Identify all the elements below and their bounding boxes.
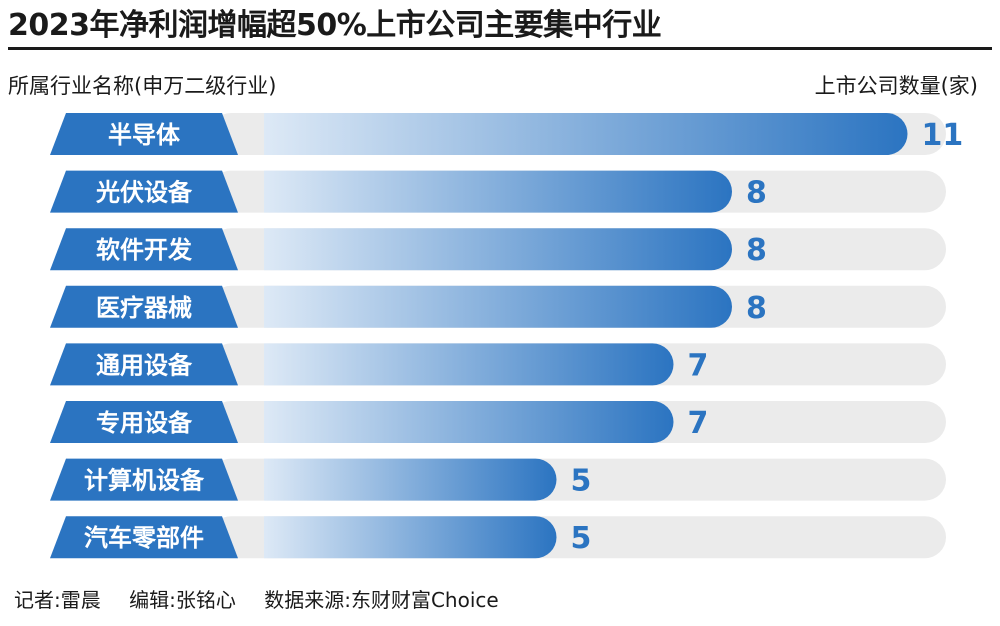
editor-credit: 编辑:张铭心: [129, 588, 236, 612]
bar-row: 汽车零部件 5: [50, 516, 946, 559]
category-label: 通用设备: [96, 351, 193, 379]
category-label-bg: [50, 458, 238, 501]
category-label: 汽车零部件: [84, 524, 204, 552]
category-label-bg: [50, 343, 238, 386]
bar-row: 计算机设备 5: [50, 458, 946, 501]
chart-title: 2023年净利润增幅超50%上市公司主要集中行业: [8, 8, 662, 43]
footer-credits: 记者:雷晨 编辑:张铭心 数据来源:东财财富Choice: [14, 586, 521, 614]
bar: [264, 170, 732, 213]
bar: [264, 516, 557, 559]
source-credit: 数据来源:东财财富Choice: [264, 588, 499, 612]
value-label: 8: [746, 291, 767, 326]
category-label-bg: [50, 285, 238, 328]
bar: [264, 113, 908, 155]
bar: [264, 458, 557, 501]
category-axis-label: 所属行业名称(申万二级行业): [8, 74, 277, 98]
bar-row: 半导体 11: [50, 113, 963, 155]
bar-row: 专用设备 7: [50, 401, 946, 443]
value-label: 8: [746, 233, 767, 268]
category-label-bg: [50, 228, 238, 271]
bar: [264, 285, 732, 328]
category-label: 软件开发: [96, 236, 192, 264]
category-label: 医疗器械: [96, 294, 192, 322]
bar-row: 软件开发 8: [50, 228, 946, 271]
value-label: 7: [688, 406, 709, 441]
category-label: 计算机设备: [84, 467, 205, 495]
value-axis-label: 上市公司数量(家): [814, 74, 978, 98]
value-label: 8: [746, 176, 767, 211]
bar: [264, 228, 733, 271]
category-label: 光伏设备: [95, 179, 193, 207]
category-label: 半导体: [108, 121, 181, 149]
category-label-bg: [50, 401, 238, 443]
bar-row: 光伏设备 8: [50, 170, 946, 213]
bar-row: 通用设备 7: [50, 343, 946, 386]
value-label: 5: [571, 464, 592, 499]
title-divider: [8, 47, 992, 50]
category-label: 专用设备: [96, 409, 193, 437]
bar: [264, 343, 674, 386]
value-label: 5: [571, 521, 592, 556]
bar-row: 医疗器械 8: [50, 285, 946, 328]
bar: [264, 401, 674, 443]
category-label-bg: [50, 170, 238, 213]
reporter-credit: 记者:雷晨: [14, 588, 101, 612]
category-label-bg: [50, 516, 238, 559]
value-label: 7: [688, 348, 709, 383]
category-label-bg: [50, 113, 238, 155]
value-label: 11: [922, 118, 964, 153]
